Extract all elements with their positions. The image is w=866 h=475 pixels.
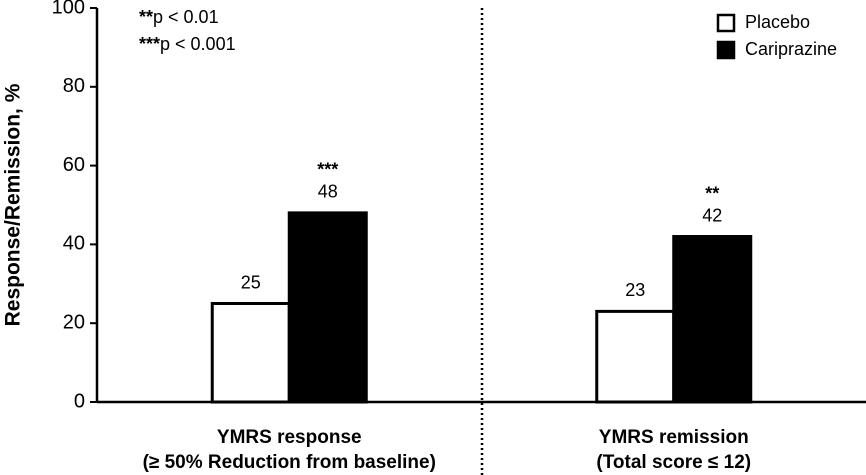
y-tick-label: 40 (63, 233, 85, 255)
bar (595, 309, 676, 404)
bar (210, 302, 291, 404)
y-tick-label: 80 (63, 75, 85, 97)
x-tick-label: (≥ 50% Reduction from baseline) (143, 452, 436, 473)
note: ***p < 0.001 (139, 34, 236, 54)
legend-label: Cariprazine (745, 39, 837, 59)
note: **p < 0.01 (139, 7, 219, 27)
note-symbol: ** (139, 7, 153, 27)
y-axis-label: Response/Remission, % (2, 83, 25, 326)
note-text: p < 0.001 (160, 34, 236, 54)
significance-marker: ** (705, 183, 719, 203)
legend-swatch (716, 13, 736, 33)
note-text: p < 0.01 (153, 7, 219, 27)
x-tick-label: YMRS response (217, 427, 362, 448)
value-label: 42 (702, 205, 722, 225)
bar (672, 235, 753, 404)
x-tick-label: YMRS remission (599, 427, 749, 448)
value-label: 25 (241, 272, 261, 292)
legend-swatch (716, 40, 736, 60)
y-tick-label: 0 (74, 390, 85, 412)
bar (287, 211, 368, 404)
significance-marker: *** (317, 160, 338, 180)
y-tick-label: 100 (52, 0, 85, 18)
legend-label: Placebo (745, 12, 810, 32)
y-tick-label: 20 (63, 311, 85, 333)
note-symbol: *** (139, 34, 160, 54)
value-label: 23 (625, 280, 645, 300)
value-label: 48 (318, 182, 338, 202)
x-tick-label: (Total score ≤ 12) (596, 452, 751, 473)
y-tick-label: 60 (63, 154, 85, 176)
